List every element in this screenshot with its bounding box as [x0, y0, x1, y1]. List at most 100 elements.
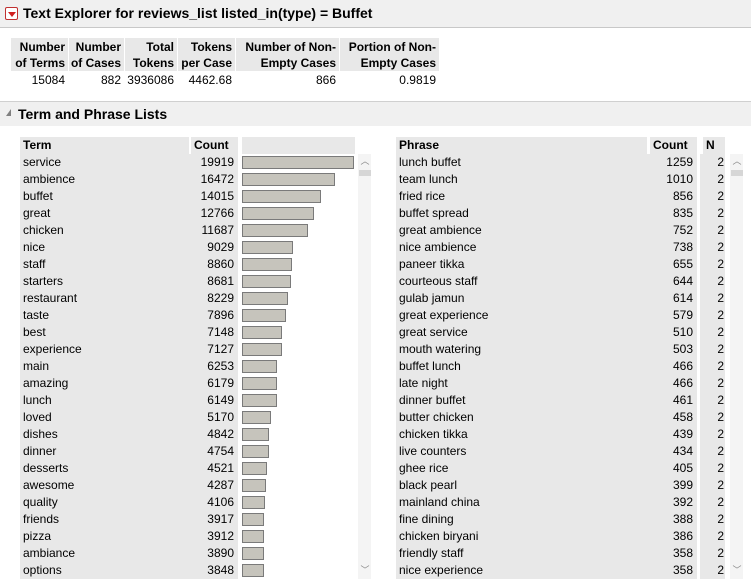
phrase-row-label[interactable]: fried rice: [399, 189, 446, 203]
term-row-label[interactable]: staff: [23, 257, 46, 271]
term-row-label[interactable]: quality: [23, 495, 58, 509]
term-row-label[interactable]: nice: [23, 240, 46, 254]
term-row-label[interactable]: chicken: [23, 223, 64, 237]
phrase-row-n: 2: [717, 444, 724, 458]
summary-value-3: 4462.68: [188, 73, 232, 87]
phrase-row-label[interactable]: chicken tikka: [399, 427, 468, 441]
phrase-row-n: 2: [717, 427, 724, 441]
term-row-label[interactable]: taste: [23, 308, 50, 322]
term-row-label[interactable]: restaurant: [23, 291, 78, 305]
term-row-label[interactable]: options: [23, 563, 62, 577]
phrase-row-label[interactable]: black pearl: [399, 478, 458, 492]
phrase-row-count: 579: [672, 308, 693, 322]
term-scrollbar[interactable]: [358, 154, 371, 579]
phrase-row-count: 466: [672, 359, 693, 373]
phrase-row-n: 2: [717, 410, 724, 424]
phrase-column-header[interactable]: Phrase: [396, 137, 647, 154]
phrase-row-n: 2: [717, 189, 724, 203]
gray-disclosure-triangle-icon[interactable]: [6, 109, 11, 116]
term-row-label[interactable]: desserts: [23, 461, 69, 475]
phrase-row-count: 655: [672, 257, 693, 271]
phrase-row-label[interactable]: dinner buffet: [399, 393, 466, 407]
term-scroll-thumb[interactable]: [359, 170, 371, 176]
term-row-label[interactable]: main: [23, 359, 50, 373]
summary-header-1: Number of Cases: [69, 38, 124, 71]
term-row-label[interactable]: ambience: [23, 172, 76, 186]
phrase-row-label[interactable]: late night: [399, 376, 448, 390]
phrase-row-label[interactable]: mouth watering: [399, 342, 482, 356]
phrase-row-label[interactable]: friendly staff: [399, 546, 464, 560]
term-count-column-header[interactable]: Count: [191, 137, 238, 154]
phrase-row-label[interactable]: buffet lunch: [399, 359, 461, 373]
term-row-count: 19919: [200, 155, 234, 169]
phrase-row-label[interactable]: butter chicken: [399, 410, 474, 424]
phrase-row-n: 2: [717, 274, 724, 288]
term-count-bar: [242, 292, 288, 305]
phrase-row-count: 439: [672, 427, 693, 441]
scroll-up-arrow-icon[interactable]: ︿: [732, 156, 742, 166]
phrase-row-count: 386: [672, 529, 693, 543]
phrase-row-label[interactable]: fine dining: [399, 512, 454, 526]
phrase-row-label[interactable]: buffet spread: [399, 206, 469, 220]
term-row-count: 5170: [207, 410, 234, 424]
phrase-row-label[interactable]: team lunch: [399, 172, 458, 186]
phrase-row-n: 2: [717, 376, 724, 390]
phrase-row-count: 461: [672, 393, 693, 407]
term-row-count: 16472: [200, 172, 234, 186]
phrase-row-label[interactable]: ghee rice: [399, 461, 449, 475]
term-row-label[interactable]: pizza: [23, 529, 52, 543]
scroll-up-arrow-icon[interactable]: ︿: [360, 156, 370, 166]
term-row-label[interactable]: lunch: [23, 393, 52, 407]
term-row-label[interactable]: service: [23, 155, 62, 169]
term-count-bar: [242, 343, 282, 356]
term-column-header[interactable]: Term: [20, 137, 189, 154]
phrase-row-n: 2: [717, 172, 724, 186]
phrase-scroll-thumb[interactable]: [731, 170, 743, 176]
phrase-count-column-bg: [647, 154, 697, 579]
term-row-label[interactable]: dishes: [23, 427, 58, 441]
phrase-row-label[interactable]: great service: [399, 325, 468, 339]
term-row-label[interactable]: starters: [23, 274, 64, 288]
phrase-count-column-header[interactable]: Count: [650, 137, 697, 154]
phrase-row-count: 388: [672, 512, 693, 526]
phrase-row-label[interactable]: live counters: [399, 444, 467, 458]
term-row-label[interactable]: awesome: [23, 478, 75, 492]
phrase-row-label[interactable]: chicken biryani: [399, 529, 479, 543]
term-row-label[interactable]: buffet: [23, 189, 53, 203]
term-count-bar: [242, 207, 314, 220]
term-row-label[interactable]: great: [23, 206, 51, 220]
phrase-row-count: 358: [672, 563, 693, 577]
summary-header-line: Tokens: [190, 40, 232, 54]
term-row-label[interactable]: friends: [23, 512, 60, 526]
phrase-row-label[interactable]: great experience: [399, 308, 489, 322]
phrase-row-n: 2: [717, 546, 724, 560]
term-row-count: 3890: [207, 546, 234, 560]
scroll-down-arrow-icon[interactable]: ﹀: [360, 565, 370, 575]
phrase-row-count: 752: [672, 223, 693, 237]
phrase-row-label[interactable]: great ambience: [399, 223, 482, 237]
red-disclosure-triangle-icon[interactable]: [5, 7, 18, 20]
term-row-label[interactable]: ambiance: [23, 546, 76, 560]
phrase-scrollbar[interactable]: [730, 154, 743, 579]
term-row-count: 8229: [207, 291, 234, 305]
phrase-row-n: 2: [717, 206, 724, 220]
term-row-label[interactable]: dinner: [23, 444, 57, 458]
phrase-n-column-header[interactable]: N: [703, 137, 725, 154]
phrase-row-label[interactable]: nice ambience: [399, 240, 477, 254]
phrase-row-label[interactable]: nice experience: [399, 563, 484, 577]
term-row-label[interactable]: experience: [23, 342, 82, 356]
summary-header-line: Total: [146, 40, 174, 54]
phrase-row-label[interactable]: courteous staff: [399, 274, 478, 288]
term-row-label[interactable]: loved: [23, 410, 52, 424]
term-row-count: 7148: [207, 325, 234, 339]
phrase-row-label[interactable]: mainland china: [399, 495, 480, 509]
phrase-row-label[interactable]: paneer tikka: [399, 257, 465, 271]
phrase-column-bg: [396, 154, 647, 579]
phrase-row-count: 458: [672, 410, 693, 424]
term-row-label[interactable]: best: [23, 325, 46, 339]
term-phrase-section-header[interactable]: Term and Phrase Lists: [0, 101, 751, 126]
phrase-row-label[interactable]: lunch buffet: [399, 155, 461, 169]
term-row-label[interactable]: amazing: [23, 376, 69, 390]
phrase-row-label[interactable]: gulab jamun: [399, 291, 465, 305]
scroll-down-arrow-icon[interactable]: ﹀: [732, 565, 742, 575]
